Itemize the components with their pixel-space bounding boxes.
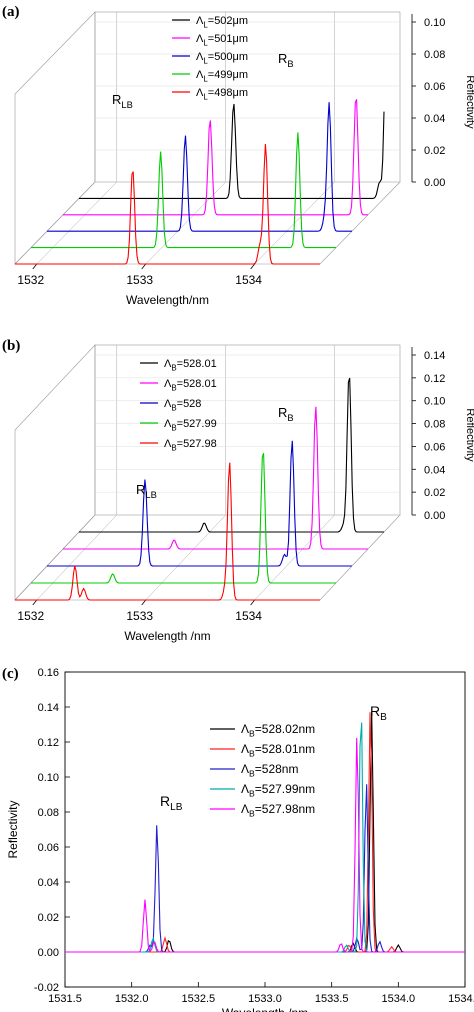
side-wall: [14, 344, 96, 601]
z-tick-label: 0.00: [424, 177, 445, 189]
annotation-rlb: RLB: [136, 482, 157, 500]
y-tick-label: 0.16: [38, 667, 59, 679]
x-tick: [141, 263, 147, 270]
x-tick-label: 1534.5: [448, 993, 474, 1005]
x-tick: [141, 599, 147, 606]
x-axis-label: Wavelength /nm: [222, 1006, 308, 1012]
y-tick-label: 0.02: [38, 912, 59, 924]
x-tick-label: 1534: [235, 273, 262, 287]
z-axis-label: Reflectivity: [464, 408, 474, 462]
x-tick: [32, 599, 38, 606]
plot-frame: [64, 671, 466, 988]
annotation-rb: RB: [370, 703, 387, 723]
series-line: [47, 440, 352, 567]
y-tick-label: 0.14: [38, 702, 59, 714]
legend-entry: ΛB=528.01: [164, 378, 217, 392]
x-tick-label: 1533.5: [315, 993, 349, 1005]
z-tick-label: 0.08: [424, 49, 445, 61]
legend-entry: ΛB=527.99: [164, 418, 217, 432]
z-tick-label: 0.10: [424, 396, 445, 408]
floor-gridline: [145, 514, 226, 601]
x-tick: [250, 599, 255, 606]
series-line: [31, 132, 336, 249]
annotation-rb: RB: [278, 405, 294, 423]
x-tick: [250, 263, 255, 270]
z-tick-label: 0.12: [424, 373, 445, 385]
y-tick-label: 0.10: [38, 772, 59, 784]
y-tick-label: 0.12: [38, 737, 59, 749]
y-axis-label: Reflectivity: [6, 800, 20, 858]
y-tick-label: -0.02: [34, 982, 59, 994]
series-line: [15, 462, 320, 601]
y-tick-label: 0.06: [38, 842, 59, 854]
x-tick-label: 1533: [126, 273, 153, 287]
x-tick-label: 1533: [126, 609, 153, 623]
x-axis-label: Wavelength/nm: [126, 293, 209, 307]
z-axis-label: Reflectivity: [464, 75, 474, 129]
series-line: [65, 737, 465, 953]
legend-entry: ΛB=527.99nm: [241, 782, 315, 799]
legend-entry: ΛL=501μm: [196, 33, 248, 47]
z-tick-label: 0.00: [424, 510, 445, 522]
legend-entry: ΛB=528.02nm: [241, 722, 315, 739]
z-tick-label: 0.10: [424, 17, 445, 29]
legend-entry: ΛB=527.98nm: [241, 802, 315, 819]
x-tick-label: 1533.0: [248, 993, 282, 1005]
y-tick-label: 0.00: [38, 947, 59, 959]
series-line: [63, 99, 368, 216]
x-tick-label: 1532: [17, 273, 44, 287]
y-tick-label: 0.08: [38, 807, 59, 819]
z-tick-label: 0.02: [424, 145, 445, 157]
legend-entry: ΛL=498μm: [196, 87, 248, 101]
series-line: [63, 406, 368, 550]
x-tick-label: 1532.0: [115, 993, 149, 1005]
panel-label: (a): [2, 4, 20, 20]
series-line: [65, 722, 465, 953]
x-tick-label: 1532.5: [182, 993, 216, 1005]
floor-gridline: [254, 514, 335, 601]
legend-entry: ΛL=502μm: [196, 15, 248, 29]
panel-label: (b): [2, 338, 20, 354]
z-tick-label: 0.14: [424, 350, 445, 362]
legend-entry: ΛL=500μm: [196, 51, 248, 65]
floor-gridline: [36, 181, 117, 265]
x-tick-label: 1532: [17, 609, 44, 623]
legend-entry: ΛB=527.98: [164, 438, 217, 452]
floor: [14, 181, 401, 265]
z-tick-label: 0.04: [424, 464, 445, 476]
y-tick-label: 0.04: [38, 877, 59, 889]
z-tick-label: 0.08: [424, 419, 445, 431]
x-tick-label: 1531.5: [48, 993, 82, 1005]
side-wall: [14, 11, 96, 265]
z-tick-label: 0.06: [424, 441, 445, 453]
x-axis-label: Wavelength /nm: [124, 629, 210, 643]
series-line: [47, 102, 352, 232]
z-tick-label: 0.04: [424, 113, 445, 125]
x-tick-label: 1534: [235, 609, 262, 623]
annotation-rlb: RLB: [160, 793, 183, 813]
panel-label: (c): [2, 666, 19, 682]
floor-gridline: [145, 181, 226, 265]
series-line: [31, 453, 336, 584]
x-tick: [32, 263, 38, 270]
series-line: [79, 103, 385, 199]
x-tick-label: 1534.0: [382, 993, 416, 1005]
z-tick-label: 0.02: [424, 487, 445, 499]
annotation-rlb: RLB: [112, 92, 133, 110]
floor-gridline: [36, 514, 117, 601]
legend-entry: ΛL=499μm: [196, 69, 248, 83]
legend-entry: ΛB=528.01: [164, 358, 217, 372]
legend-entry: ΛB=528.01nm: [241, 742, 315, 759]
series-line: [15, 143, 320, 265]
annotation-rb: RB: [278, 51, 294, 69]
z-tick-label: 0.06: [424, 81, 445, 93]
legend-entry: ΛB=528nm: [241, 762, 298, 779]
legend-entry: ΛB=528: [164, 398, 201, 412]
